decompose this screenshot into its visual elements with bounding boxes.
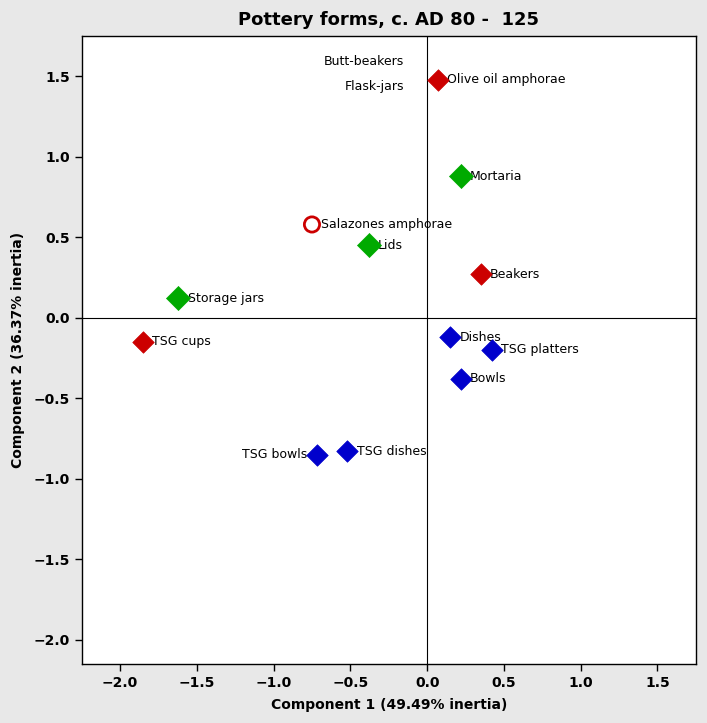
Text: Salazones amphorae: Salazones amphorae (321, 218, 452, 231)
Point (486, 344, 497, 356)
Text: TSG platters: TSG platters (501, 343, 578, 356)
Y-axis label: Component 2 (36.37% inertia): Component 2 (36.37% inertia) (11, 232, 25, 468)
Text: Lids: Lids (378, 239, 403, 252)
Point (455, 171, 467, 182)
Point (137, 336, 148, 348)
Text: Beakers: Beakers (490, 268, 540, 281)
Point (475, 268, 486, 280)
Title: Pottery forms, c. AD 80 -  125: Pottery forms, c. AD 80 - 125 (238, 11, 539, 29)
Point (445, 331, 456, 343)
Text: Storage jars: Storage jars (187, 292, 264, 305)
Point (173, 293, 184, 304)
Text: Butt-beakers: Butt-beakers (324, 56, 404, 69)
Point (306, 218, 317, 230)
Point (363, 239, 375, 251)
Text: TSG bowls: TSG bowls (242, 448, 308, 461)
Text: Olive oil amphorae: Olive oil amphorae (447, 73, 566, 86)
Text: TSG cups: TSG cups (152, 335, 211, 348)
X-axis label: Component 1 (49.49% inertia): Component 1 (49.49% inertia) (271, 698, 507, 712)
Text: Mortaria: Mortaria (470, 170, 522, 183)
Text: Flask-jars: Flask-jars (344, 80, 404, 93)
Text: Bowls: Bowls (470, 372, 507, 385)
Point (455, 373, 467, 385)
Point (311, 449, 322, 461)
Point (432, 74, 443, 85)
Point (341, 445, 353, 457)
Text: Dishes: Dishes (460, 330, 501, 343)
Text: TSG dishes: TSG dishes (356, 445, 426, 458)
